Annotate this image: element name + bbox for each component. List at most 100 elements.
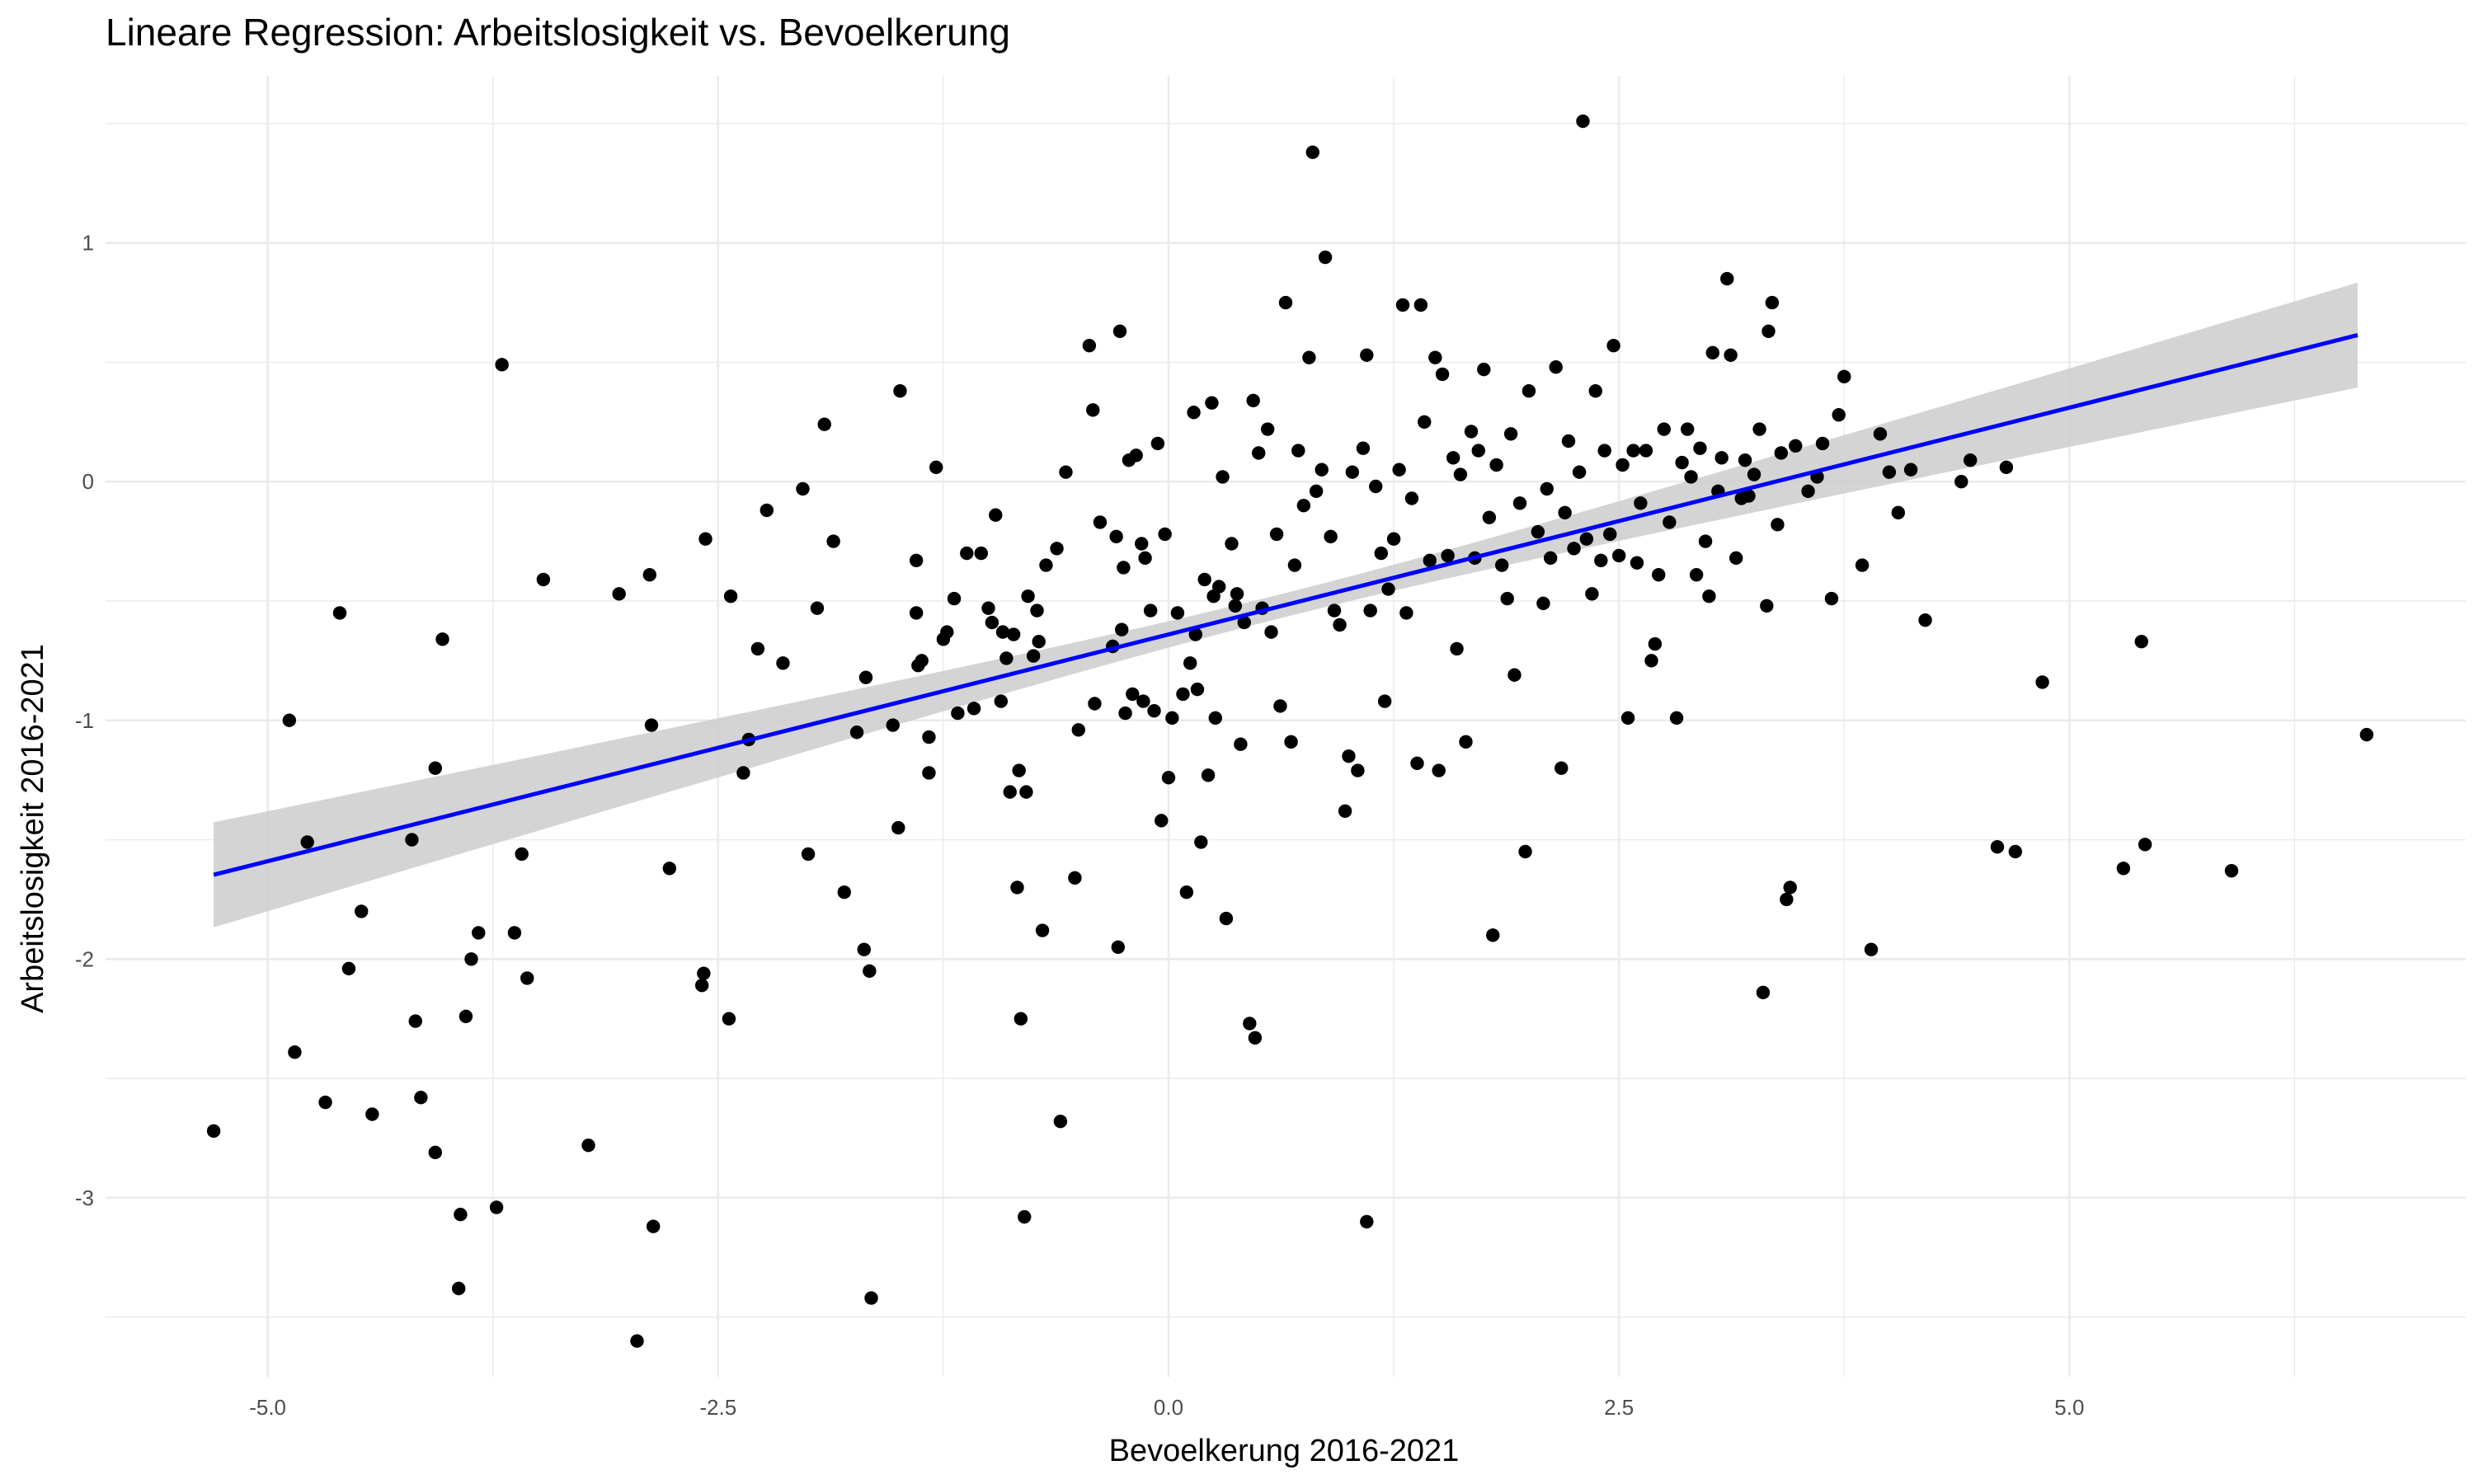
- data-point: [1724, 348, 1738, 362]
- data-point: [1010, 881, 1024, 895]
- data-point: [776, 656, 790, 670]
- data-point: [1954, 475, 1968, 489]
- x-tick-label: 5.0: [2054, 1395, 2084, 1420]
- data-point: [1190, 682, 1205, 697]
- data-point: [697, 966, 711, 980]
- data-point: [1891, 505, 1906, 520]
- data-point: [909, 606, 924, 620]
- data-point: [2134, 635, 2148, 649]
- data-point: [1093, 515, 1108, 529]
- data-point: [1606, 338, 1620, 353]
- data-point: [1459, 735, 1473, 749]
- data-point: [929, 460, 943, 475]
- data-point: [858, 670, 873, 684]
- data-point: [1518, 844, 1532, 859]
- data-point: [1855, 558, 1870, 572]
- data-point: [1018, 1209, 1032, 1224]
- data-point: [206, 1124, 221, 1138]
- data-point: [1021, 589, 1035, 603]
- y-tick-label: 1: [82, 231, 94, 256]
- data-point: [1837, 369, 1851, 384]
- data-point: [1634, 496, 1648, 510]
- x-tick-label: 2.5: [1604, 1395, 1634, 1420]
- x-axis-ticks: -5.0 -2.5 0.0 2.5 5.0: [249, 1395, 2084, 1420]
- data-point: [489, 1200, 504, 1214]
- data-point: [760, 503, 774, 518]
- data-point: [507, 926, 522, 940]
- data-point: [1086, 403, 1100, 417]
- data-point: [1118, 706, 1132, 721]
- data-point: [1418, 415, 1432, 430]
- data-point: [1522, 383, 1536, 398]
- data-point: [1246, 393, 1260, 407]
- data-point: [999, 651, 1014, 665]
- data-point: [1450, 641, 1464, 656]
- data-point: [1639, 444, 1653, 458]
- data-point: [464, 952, 478, 966]
- grid: [106, 76, 2466, 1377]
- data-point: [1158, 527, 1172, 542]
- data-point: [1138, 551, 1152, 566]
- data-point: [1014, 1012, 1028, 1026]
- data-point: [405, 833, 419, 847]
- data-point: [282, 713, 297, 727]
- data-point: [1567, 542, 1581, 556]
- data-point: [1824, 591, 1839, 606]
- data-point: [1689, 567, 1704, 582]
- data-point: [1783, 881, 1797, 895]
- data-point: [1714, 451, 1729, 465]
- data-point: [1669, 711, 1684, 726]
- data-point: [1789, 439, 1803, 453]
- data-point: [1729, 551, 1743, 566]
- data-point: [1147, 703, 1161, 718]
- data-point: [1269, 527, 1284, 542]
- data-point: [974, 546, 988, 561]
- data-point: [1136, 694, 1150, 708]
- data-point: [520, 971, 534, 985]
- data-point: [1680, 422, 1695, 436]
- data-point: [1315, 463, 1329, 477]
- data-point: [1482, 510, 1497, 524]
- data-point: [1363, 603, 1377, 618]
- y-tick-label: -3: [75, 1186, 94, 1210]
- data-point: [1243, 1017, 1257, 1031]
- data-point: [1170, 606, 1185, 620]
- data-point: [1003, 785, 1017, 799]
- data-point: [1630, 556, 1644, 570]
- data-point: [1291, 444, 1305, 458]
- data-point: [1585, 587, 1599, 601]
- data-point: [1657, 422, 1671, 436]
- data-point: [810, 601, 825, 615]
- data-point: [1381, 582, 1395, 596]
- data-point: [2008, 844, 2023, 859]
- data-point: [1392, 463, 1406, 477]
- data-point: [1611, 548, 1626, 563]
- data-point: [1620, 711, 1635, 726]
- data-point: [736, 766, 750, 780]
- data-point: [1117, 561, 1131, 575]
- data-point: [801, 847, 816, 862]
- data-point: [1216, 470, 1230, 484]
- data-point: [2138, 838, 2152, 852]
- data-point: [1345, 465, 1360, 479]
- data-point: [1705, 345, 1719, 360]
- data-point: [300, 835, 314, 849]
- x-tick-label: -2.5: [699, 1395, 736, 1420]
- data-point: [1684, 470, 1698, 484]
- data-point: [1410, 756, 1424, 771]
- y-tick-label: -2: [75, 946, 94, 971]
- data-point: [1360, 348, 1374, 362]
- data-point: [750, 641, 765, 656]
- data-point: [1225, 537, 1239, 551]
- data-point: [1500, 591, 1514, 606]
- data-point: [1278, 295, 1293, 310]
- data-point: [1832, 407, 1846, 422]
- data-point: [1698, 534, 1713, 548]
- data-point: [857, 942, 871, 956]
- data-point: [472, 926, 486, 940]
- data-point: [1183, 656, 1197, 670]
- data-point: [1237, 615, 1251, 630]
- data-point: [428, 1145, 443, 1160]
- data-point: [1039, 558, 1053, 572]
- data-point: [1404, 491, 1419, 505]
